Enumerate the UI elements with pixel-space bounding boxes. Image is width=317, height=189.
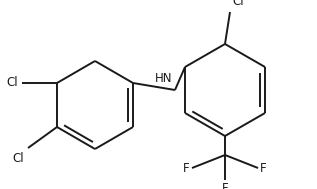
Text: Cl: Cl <box>232 0 244 8</box>
Text: Cl: Cl <box>6 77 18 90</box>
Text: Cl: Cl <box>12 152 24 165</box>
Text: F: F <box>222 182 228 189</box>
Text: F: F <box>260 161 267 174</box>
Text: HN: HN <box>154 71 172 84</box>
Text: F: F <box>183 161 190 174</box>
